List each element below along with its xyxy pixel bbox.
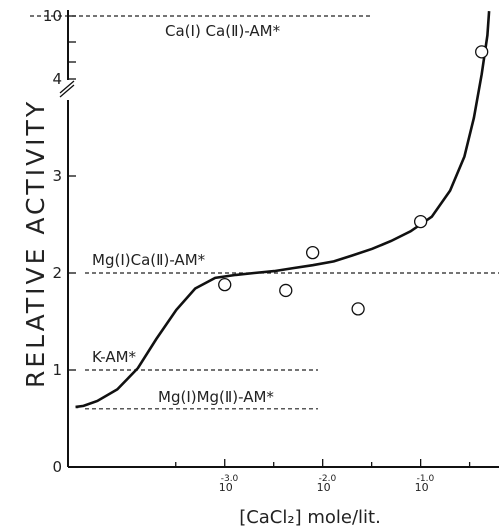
y-tick-label-4: 4: [52, 70, 62, 88]
x-tick-label-0: 10: [219, 481, 233, 494]
x-tick-label-1: 10: [317, 481, 331, 494]
y-tick-label-0: 0: [52, 458, 62, 476]
y-axis-label: RELATIVE ACTIVITY: [21, 99, 50, 388]
x-axis-label: [CaCl₂] mole/lit.: [239, 507, 381, 528]
data-point-5: [475, 45, 489, 59]
y-tick-label-5: 10: [43, 7, 62, 25]
reference-label-3: Mg(Ⅰ)Mg(Ⅱ)-AM*: [158, 388, 274, 406]
data-point-4: [413, 214, 428, 229]
axes: [59, 10, 499, 468]
data-point-1: [279, 283, 293, 298]
reference-label-2: K-AM*: [92, 348, 137, 366]
y-tick-label-1: 1: [52, 361, 62, 379]
y-axis-break-mark: [59, 80, 75, 98]
fitted-curve-group: [75, 11, 491, 409]
reference-label-1: Mg(Ⅰ)Ca(Ⅱ)-AM*: [92, 251, 206, 269]
y-tick-label-3: 3: [52, 167, 62, 185]
data-points: [218, 45, 489, 316]
x-tick-exponent-0: -3.0: [221, 474, 239, 484]
x-tick-exponent-2: -1.0: [417, 474, 435, 484]
data-point-2: [306, 245, 320, 260]
data-point-3: [351, 302, 365, 316]
reference-label-0: Ca(Ⅰ) Ca(Ⅱ)-AM*: [165, 22, 281, 40]
x-tick-label-2: 10: [415, 481, 429, 494]
x-tick-exponent-1: -2.0: [319, 474, 337, 484]
fitted-curve: [75, 11, 491, 409]
y-tick-label-2: 2: [52, 264, 62, 282]
reference-lines: [30, 15, 499, 410]
data-point-0: [218, 277, 232, 292]
